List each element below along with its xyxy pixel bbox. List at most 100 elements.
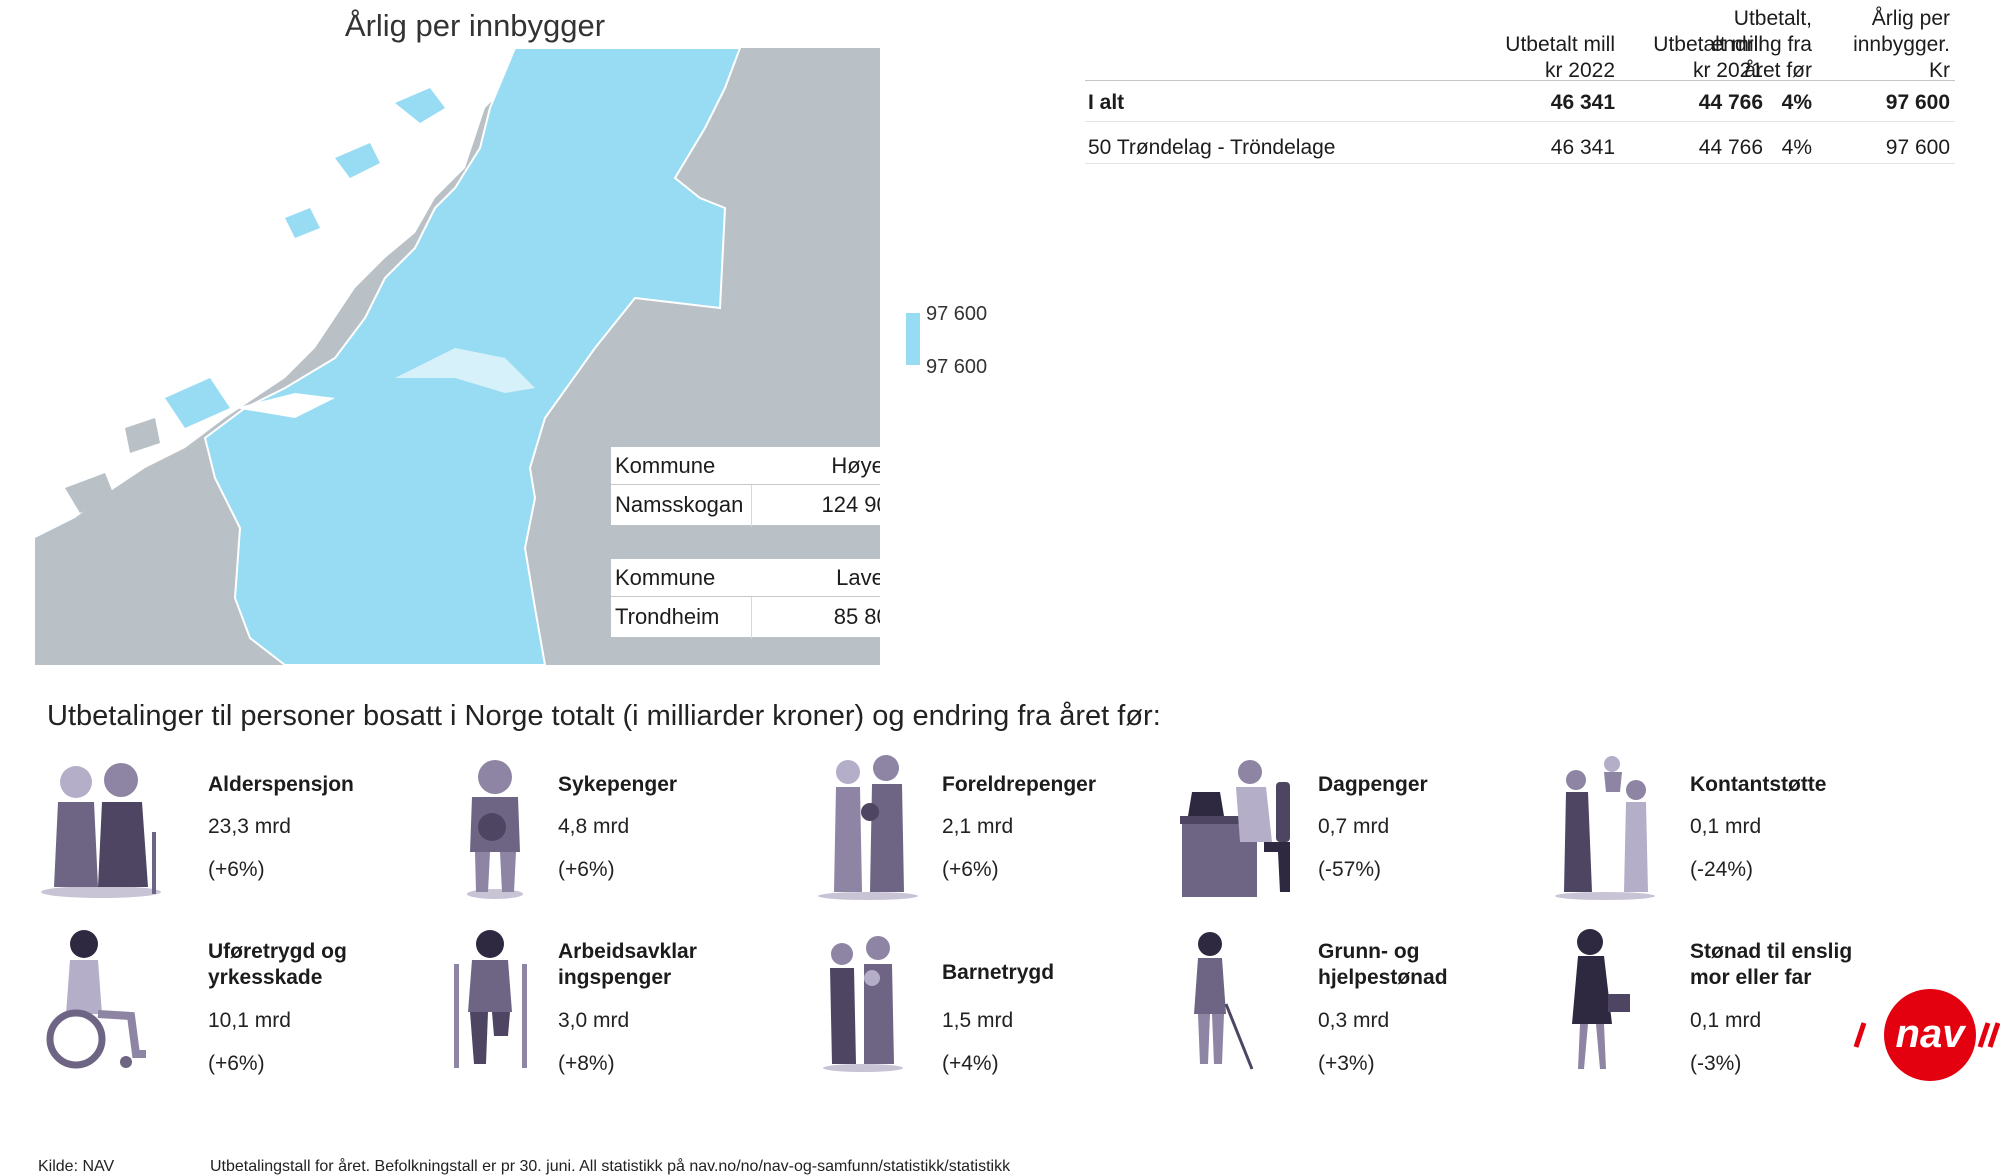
sea-area	[35, 48, 515, 538]
lowest-kommune-name: Trondheim	[615, 604, 720, 629]
benefit-change: (+6%)	[558, 858, 615, 881]
row-divider	[1085, 121, 1955, 122]
col-header-2021-line1: Utbetalt mill	[1653, 33, 1763, 56]
benefit-name: Kontantstøtte	[1690, 773, 1827, 796]
benefit-name: Grunn- og	[1318, 940, 1420, 963]
map-title: Årlig per innbygger	[344, 8, 606, 43]
benefit-tile-barnetrygd: Barnetrygd 1,5 mrd (+4%)	[808, 924, 1168, 1084]
benefit-amount: 10,1 mrd	[208, 1009, 291, 1032]
header-divider	[1085, 80, 1955, 81]
benefit-amount: 4,8 mrd	[558, 815, 630, 838]
island	[395, 88, 445, 123]
col-header-2021: Utbetalt mill kr 2021	[1653, 6, 1763, 84]
island	[65, 473, 115, 513]
woman-with-briefcase-icon	[1572, 929, 1630, 1069]
benefit-tile-foreldrepenger: Foreldrepenger 2,1 mrd (+6%)	[808, 752, 1168, 912]
nav-logo-text: nav	[1896, 1012, 1968, 1056]
island	[35, 543, 65, 588]
benefit-tile-grunn-og-hjelpestonad: Grunn- og hjelpestønad 0,3 mrd (+3%)	[1180, 924, 1540, 1084]
benefit-name: Stønad til enslig	[1690, 940, 1853, 963]
benefit-name: Alderspensjon	[208, 773, 354, 796]
island	[125, 418, 160, 453]
benefit-name-line2: yrkesskade	[208, 966, 323, 989]
elderly-couple-icon	[41, 763, 161, 898]
legend-color-bar	[906, 313, 920, 365]
lowest-table-row: Trondheim 85 800	[611, 597, 880, 637]
row-per-capita: 97 600	[1885, 136, 1950, 159]
benefit-tile-kontantstotte: Kontantstøtte 0,1 mrd (-24%)	[1540, 752, 1900, 912]
row-value-2021: 44 766	[1698, 136, 1763, 159]
col-header-per-capita: Årlig per innbygger. Kr	[1853, 6, 1950, 84]
benefit-change: (+8%)	[558, 1052, 615, 1075]
benefit-name: Foreldrepenger	[942, 773, 1097, 796]
region-map-svg	[35, 48, 742, 665]
lowest-table: Kommune Lavest Trondheim 85 800	[611, 559, 880, 639]
sick-person-icon	[467, 760, 523, 899]
benefit-name: Arbeidsavklar	[558, 940, 697, 963]
fjord	[235, 393, 335, 418]
benefit-name-line2: hjelpestønad	[1318, 966, 1448, 989]
col-header-per-capita-line1: Årlig per	[1871, 7, 1950, 30]
benefit-change: (+3%)	[1318, 1052, 1375, 1075]
nav-logo: nav	[1853, 989, 2000, 1081]
col-header-change-line2: endring fra	[1711, 33, 1812, 56]
highest-table-row: Namsskogan 124 900	[611, 485, 880, 525]
section-heading: Utbetalinger til personer bosatt i Norge…	[47, 700, 1161, 732]
col-header-2021-line2: kr 2021	[1692, 59, 1763, 82]
highest-col-label: Høyest	[831, 452, 880, 478]
benefit-name: Dagpenger	[1318, 773, 1428, 796]
benefit-amount: 0,1 mrd	[1690, 815, 1762, 838]
wheelchair-user-icon	[46, 930, 146, 1069]
benefit-tile-alderspensjon: Alderspensjon 23,3 mrd (+6%)	[36, 752, 396, 912]
benefit-change: (+4%)	[942, 1052, 999, 1075]
row-value-2022: 46 341	[1550, 91, 1615, 114]
col-header-2022: Utbetalt mill kr 2022	[1505, 6, 1615, 84]
footer-source: Kilde: NAV	[38, 1158, 115, 1175]
highest-kommune-name: Namsskogan	[615, 492, 744, 517]
benefit-change: (-24%)	[1690, 858, 1754, 881]
benefit-name-line2: ingspenger	[558, 966, 672, 989]
divider	[751, 597, 752, 639]
benefit-name: Sykepenger	[558, 773, 678, 796]
footer-note: Utbetalingstall for året. Befolkningstal…	[210, 1158, 1011, 1175]
benefit-amount: 1,5 mrd	[942, 1009, 1014, 1032]
highest-table: Kommune Høyest Namsskogan 124 900	[611, 447, 880, 527]
benefit-change: (-3%)	[1690, 1052, 1742, 1075]
col-header-2022-line1: Utbetalt mill	[1505, 33, 1615, 56]
person-at-desk-icon	[1180, 760, 1290, 897]
benefit-tile-dagpenger: Dagpenger 0,7 mrd (-57%)	[1180, 752, 1540, 912]
benefit-tile-stonad-enslig: Stønad til enslig mor eller far 0,1 mrd …	[1540, 924, 1900, 1084]
row-per-capita: 97 600	[1885, 91, 1950, 114]
lowest-col-kommune: Kommune	[615, 564, 716, 590]
row-change: 4%	[1781, 136, 1812, 159]
benefit-change: (+6%)	[942, 858, 999, 881]
divider	[751, 485, 752, 527]
benefit-tile-sykepenger: Sykepenger 4,8 mrd (+6%)	[440, 752, 800, 912]
row-divider	[1085, 163, 1955, 164]
col-header-change-line3: året før	[1744, 59, 1812, 82]
benefit-change: (-57%)	[1318, 858, 1382, 881]
benefit-name: Barnetrygd	[942, 961, 1055, 984]
family-with-child-icon	[823, 936, 903, 1072]
benefit-tile-arbeidsavklaringspenger: Arbeidsavklar ingspenger 3,0 mrd (+8%)	[440, 924, 800, 1084]
benefit-amount: 0,1 mrd	[1690, 1009, 1762, 1032]
lowest-kommune-value: 85 800	[833, 604, 880, 629]
row-label: 50 Trøndelag - Tröndelage	[1088, 136, 1336, 159]
legend-top-value: 97 600	[926, 303, 988, 325]
row-value-2021: 44 766	[1698, 91, 1763, 114]
person-with-white-cane-icon	[1194, 932, 1254, 1070]
row-label: I alt	[1088, 91, 1125, 114]
fjord	[395, 348, 535, 393]
highest-kommune-value: 124 900	[821, 492, 880, 517]
benefit-amount: 3,0 mrd	[558, 1009, 630, 1032]
col-header-per-capita-line2: innbygger.	[1853, 33, 1950, 56]
benefit-tile-uforetrygd: Uføretrygd og yrkesskade 10,1 mrd (+6%)	[36, 924, 396, 1084]
benefit-name-line2: mor eller far	[1690, 966, 1812, 989]
parents-with-baby-icon	[818, 755, 918, 900]
benefit-change: (+6%)	[208, 1052, 265, 1075]
benefit-change: (+6%)	[208, 858, 265, 881]
lowest-col-label: Lavest	[836, 564, 880, 590]
island	[335, 143, 380, 178]
col-header-per-capita-line3: Kr	[1929, 59, 1950, 82]
legend-bottom-value: 97 600	[926, 356, 988, 378]
